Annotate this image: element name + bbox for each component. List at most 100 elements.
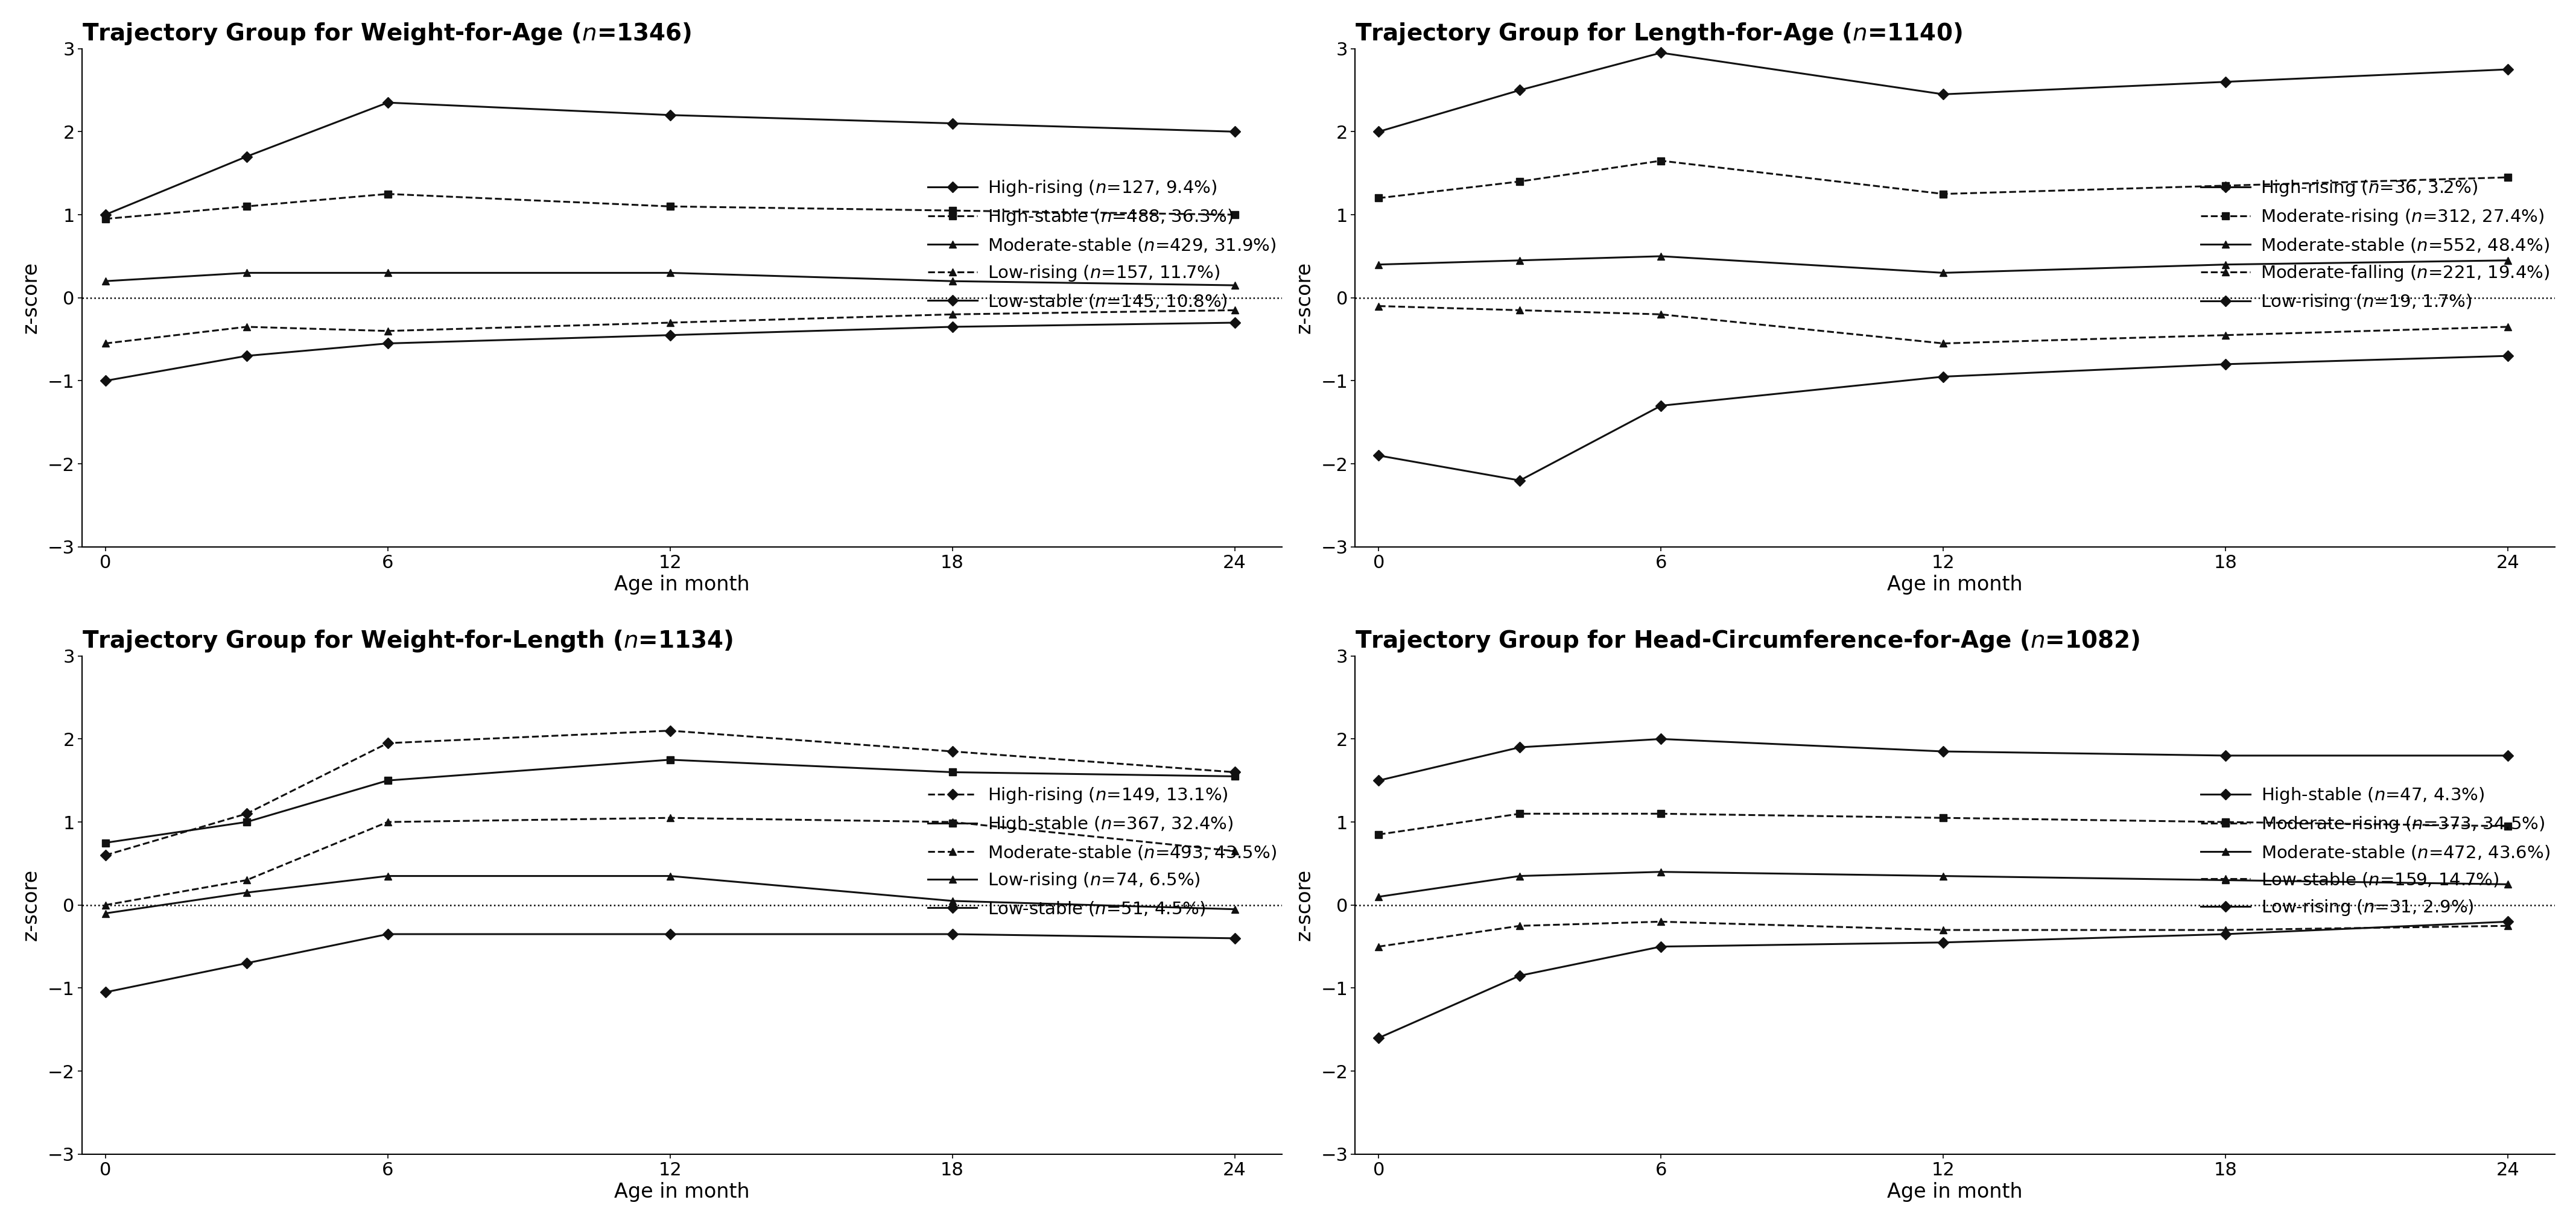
Moderate-stable ($\mathit{n}$=429, 31.9%) xyxy=(938,274,969,289)
Low-stable ($\mathit{n}$=145, 10.8%) xyxy=(938,319,969,334)
High-stable ($\mathit{n}$=367, 32.4%) xyxy=(1218,769,1249,784)
Low-stable ($\mathit{n}$=159, 14.7%) xyxy=(2210,922,2241,937)
High-stable ($\mathit{n}$=367, 32.4%) xyxy=(232,815,263,829)
Line: Low-stable ($\mathit{n}$=51, 4.5%): Low-stable ($\mathit{n}$=51, 4.5%) xyxy=(100,931,1239,996)
X-axis label: Age in month: Age in month xyxy=(1888,1183,2022,1202)
High-rising ($\mathit{n}$=127, 9.4%) xyxy=(371,95,402,110)
Low-stable ($\mathit{n}$=51, 4.5%) xyxy=(232,956,263,971)
High-rising ($\mathit{n}$=127, 9.4%) xyxy=(1218,125,1249,139)
High-rising ($\mathit{n}$=149, 13.1%) xyxy=(232,806,263,821)
High-rising ($\mathit{n}$=36, 3.2%) xyxy=(2210,75,2241,89)
Moderate-stable ($\mathit{n}$=472, 43.6%) xyxy=(2494,877,2524,892)
Moderate-rising ($\mathit{n}$=373, 34.5%) xyxy=(2210,815,2241,829)
Line: High-rising ($\mathit{n}$=127, 9.4%): High-rising ($\mathit{n}$=127, 9.4%) xyxy=(100,99,1239,219)
Y-axis label: z-score: z-score xyxy=(21,262,41,334)
High-rising ($\mathit{n}$=36, 3.2%) xyxy=(2494,62,2524,77)
Legend: High-rising ($\mathit{n}$=149, 13.1%), High-stable ($\mathit{n}$=367, 32.4%), Mo: High-rising ($\mathit{n}$=149, 13.1%), H… xyxy=(922,780,1283,922)
High-stable ($\mathit{n}$=47, 4.3%) xyxy=(2210,748,2241,763)
High-stable ($\mathit{n}$=367, 32.4%) xyxy=(654,752,685,767)
Line: Low-stable ($\mathit{n}$=145, 10.8%): Low-stable ($\mathit{n}$=145, 10.8%) xyxy=(100,319,1239,384)
Low-rising ($\mathit{n}$=157, 11.7%) xyxy=(371,324,402,339)
High-stable ($\mathit{n}$=47, 4.3%) xyxy=(1927,744,1958,758)
Moderate-stable ($\mathit{n}$=552, 48.4%) xyxy=(1646,249,1677,264)
Line: Moderate-stable ($\mathit{n}$=472, 43.6%): Moderate-stable ($\mathit{n}$=472, 43.6%… xyxy=(1376,868,2512,900)
Low-rising ($\mathit{n}$=19, 1.7%) xyxy=(1927,369,1958,384)
Moderate-stable ($\mathit{n}$=429, 31.9%) xyxy=(232,265,263,280)
Line: Moderate-stable ($\mathit{n}$=493, 43.5%): Moderate-stable ($\mathit{n}$=493, 43.5%… xyxy=(100,815,1239,909)
Line: High-stable ($\mathit{n}$=47, 4.3%): High-stable ($\mathit{n}$=47, 4.3%) xyxy=(1376,735,2512,784)
Line: Low-rising ($\mathit{n}$=31, 2.9%): Low-rising ($\mathit{n}$=31, 2.9%) xyxy=(1376,918,2512,1042)
Moderate-rising ($\mathit{n}$=312, 27.4%) xyxy=(1363,191,1394,205)
Moderate-stable ($\mathit{n}$=472, 43.6%) xyxy=(1646,865,1677,879)
Low-rising ($\mathit{n}$=19, 1.7%) xyxy=(2210,357,2241,372)
Line: Low-rising ($\mathit{n}$=19, 1.7%): Low-rising ($\mathit{n}$=19, 1.7%) xyxy=(1376,352,2512,484)
Low-rising ($\mathit{n}$=19, 1.7%) xyxy=(1363,448,1394,462)
Moderate-falling ($\mathit{n}$=221, 19.4%) xyxy=(1363,298,1394,313)
Y-axis label: z-score: z-score xyxy=(1293,870,1314,940)
Moderate-rising ($\mathit{n}$=373, 34.5%) xyxy=(1363,827,1394,841)
Moderate-falling ($\mathit{n}$=221, 19.4%) xyxy=(1646,307,1677,322)
Moderate-stable ($\mathit{n}$=493, 43.5%) xyxy=(938,815,969,829)
Low-rising ($\mathit{n}$=74, 6.5%) xyxy=(90,906,121,921)
Low-stable ($\mathit{n}$=159, 14.7%) xyxy=(1646,915,1677,929)
High-stable ($\mathit{n}$=367, 32.4%) xyxy=(938,764,969,779)
Low-rising ($\mathit{n}$=74, 6.5%) xyxy=(938,894,969,909)
Y-axis label: z-score: z-score xyxy=(1293,262,1314,334)
Moderate-stable ($\mathit{n}$=429, 31.9%) xyxy=(654,265,685,280)
High-stable ($\mathit{n}$=367, 32.4%) xyxy=(371,773,402,788)
Low-rising ($\mathit{n}$=157, 11.7%) xyxy=(938,307,969,322)
Line: High-stable ($\mathit{n}$=488, 36.3%): High-stable ($\mathit{n}$=488, 36.3%) xyxy=(100,190,1239,223)
X-axis label: Age in month: Age in month xyxy=(613,575,750,594)
Low-stable ($\mathit{n}$=145, 10.8%) xyxy=(1218,316,1249,330)
Moderate-stable ($\mathit{n}$=552, 48.4%) xyxy=(1363,257,1394,272)
High-rising ($\mathit{n}$=149, 13.1%) xyxy=(371,736,402,751)
Legend: High-rising ($\mathit{n}$=127, 9.4%), High-stable ($\mathit{n}$=488, 36.3%), Mod: High-rising ($\mathit{n}$=127, 9.4%), Hi… xyxy=(922,174,1283,316)
High-stable ($\mathit{n}$=488, 36.3%) xyxy=(1218,208,1249,223)
Low-stable ($\mathit{n}$=51, 4.5%) xyxy=(90,985,121,999)
X-axis label: Age in month: Age in month xyxy=(1888,575,2022,594)
Low-stable ($\mathit{n}$=51, 4.5%) xyxy=(654,927,685,942)
High-stable ($\mathit{n}$=47, 4.3%) xyxy=(1363,773,1394,788)
High-rising ($\mathit{n}$=36, 3.2%) xyxy=(1927,87,1958,102)
Moderate-stable ($\mathit{n}$=429, 31.9%) xyxy=(371,265,402,280)
Moderate-stable ($\mathit{n}$=552, 48.4%) xyxy=(2210,257,2241,272)
Moderate-stable ($\mathit{n}$=493, 43.5%) xyxy=(654,811,685,826)
Low-rising ($\mathit{n}$=74, 6.5%) xyxy=(232,885,263,900)
Moderate-stable ($\mathit{n}$=472, 43.6%) xyxy=(1504,868,1535,883)
Line: Moderate-stable ($\mathit{n}$=429, 31.9%): Moderate-stable ($\mathit{n}$=429, 31.9%… xyxy=(100,269,1239,289)
Moderate-stable ($\mathit{n}$=552, 48.4%) xyxy=(1504,253,1535,268)
Low-stable ($\mathit{n}$=159, 14.7%) xyxy=(1504,918,1535,933)
Low-stable ($\mathit{n}$=145, 10.8%) xyxy=(90,373,121,388)
Low-rising ($\mathit{n}$=157, 11.7%) xyxy=(90,336,121,351)
X-axis label: Age in month: Age in month xyxy=(613,1183,750,1202)
Moderate-falling ($\mathit{n}$=221, 19.4%) xyxy=(1927,336,1958,351)
Moderate-stable ($\mathit{n}$=493, 43.5%) xyxy=(90,898,121,912)
Low-rising ($\mathit{n}$=31, 2.9%) xyxy=(1363,1031,1394,1046)
High-stable ($\mathit{n}$=47, 4.3%) xyxy=(1646,731,1677,746)
Low-stable ($\mathit{n}$=159, 14.7%) xyxy=(1363,939,1394,954)
Low-rising ($\mathit{n}$=157, 11.7%) xyxy=(654,316,685,330)
High-rising ($\mathit{n}$=127, 9.4%) xyxy=(232,149,263,164)
Low-stable ($\mathit{n}$=159, 14.7%) xyxy=(2494,918,2524,933)
Low-rising ($\mathit{n}$=74, 6.5%) xyxy=(1218,901,1249,916)
Moderate-stable ($\mathit{n}$=493, 43.5%) xyxy=(1218,844,1249,859)
Low-stable ($\mathit{n}$=51, 4.5%) xyxy=(1218,931,1249,945)
Moderate-rising ($\mathit{n}$=373, 34.5%) xyxy=(1646,806,1677,821)
High-rising ($\mathit{n}$=127, 9.4%) xyxy=(90,208,121,223)
Low-stable ($\mathit{n}$=51, 4.5%) xyxy=(371,927,402,942)
Low-stable ($\mathit{n}$=145, 10.8%) xyxy=(371,336,402,351)
High-stable ($\mathit{n}$=47, 4.3%) xyxy=(1504,740,1535,755)
High-stable ($\mathit{n}$=47, 4.3%) xyxy=(2494,748,2524,763)
Low-rising ($\mathit{n}$=157, 11.7%) xyxy=(1218,303,1249,318)
High-stable ($\mathit{n}$=488, 36.3%) xyxy=(371,187,402,202)
Line: Moderate-rising ($\mathit{n}$=312, 27.4%): Moderate-rising ($\mathit{n}$=312, 27.4%… xyxy=(1376,157,2512,202)
High-rising ($\mathit{n}$=36, 3.2%) xyxy=(1363,125,1394,139)
High-rising ($\mathit{n}$=36, 3.2%) xyxy=(1646,45,1677,60)
Low-stable ($\mathit{n}$=51, 4.5%) xyxy=(938,927,969,942)
High-rising ($\mathit{n}$=127, 9.4%) xyxy=(654,108,685,122)
High-rising ($\mathit{n}$=149, 13.1%) xyxy=(1218,764,1249,779)
High-rising ($\mathit{n}$=149, 13.1%) xyxy=(938,744,969,758)
Y-axis label: z-score: z-score xyxy=(21,870,41,940)
Text: Trajectory Group for Length-for-Age ($\mathit{n}$=1140): Trajectory Group for Length-for-Age ($\m… xyxy=(1355,21,1963,46)
Low-rising ($\mathit{n}$=31, 2.9%) xyxy=(1927,936,1958,950)
